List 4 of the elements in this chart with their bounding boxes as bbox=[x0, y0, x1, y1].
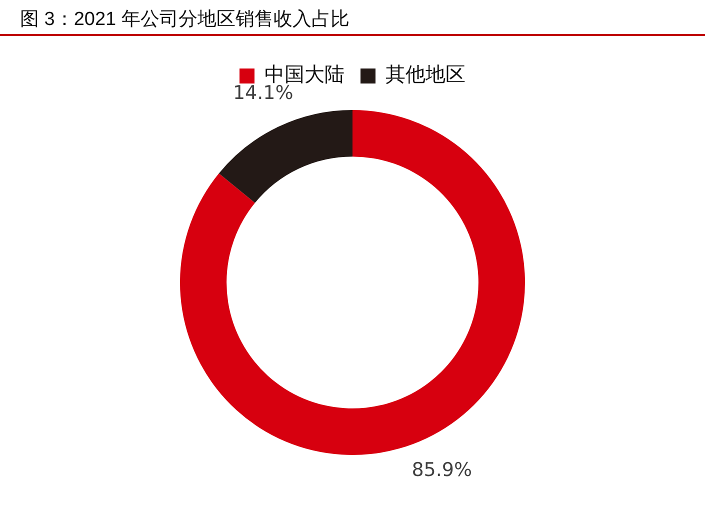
chart-title: 图 3：2021 年公司分地区销售收入占比 bbox=[20, 8, 350, 32]
data-label: 85.9% bbox=[412, 458, 472, 481]
data-label: 14.1% bbox=[232, 82, 294, 104]
legend-label: 其他地区 bbox=[386, 62, 466, 86]
